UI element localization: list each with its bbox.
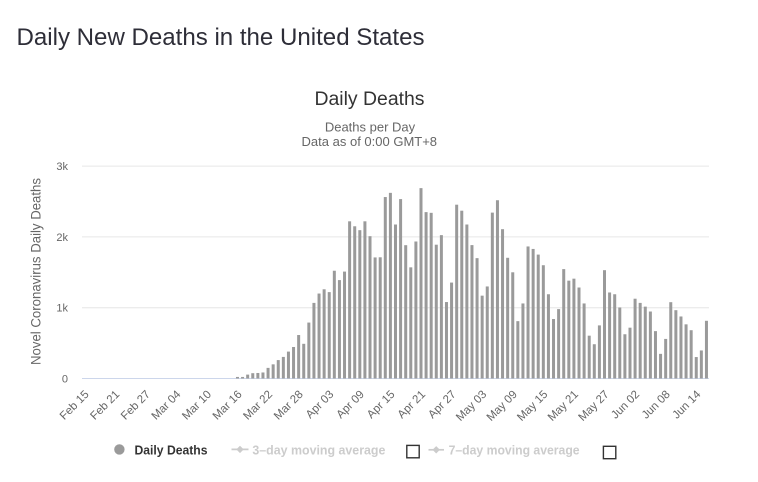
svg-text:Apr 15: Apr 15	[365, 389, 397, 421]
svg-text:7–day moving average: 7–day moving average	[449, 444, 580, 458]
svg-text:Feb 21: Feb 21	[88, 389, 122, 423]
svg-text:Mar 22: Mar 22	[241, 389, 275, 423]
svg-text:Jun 08: Jun 08	[640, 389, 673, 422]
svg-text:Mar 04: Mar 04	[150, 388, 184, 422]
svg-text:Daily Deaths: Daily Deaths	[135, 444, 208, 458]
svg-text:May 09: May 09	[485, 389, 520, 424]
svg-text:1k: 1k	[56, 303, 68, 315]
svg-text:Feb 27: Feb 27	[119, 389, 153, 423]
svg-text:Apr 09: Apr 09	[334, 389, 366, 421]
svg-text:May 03: May 03	[454, 389, 489, 424]
svg-text:Data as of 0:00 GMT+8: Data as of 0:00 GMT+8	[302, 134, 437, 149]
svg-text:Apr 03: Apr 03	[304, 389, 336, 421]
svg-text:Jun 14: Jun 14	[670, 388, 703, 421]
svg-text:May 15: May 15	[515, 389, 550, 424]
svg-text:Daily Deaths: Daily Deaths	[315, 89, 425, 110]
svg-text:Deaths per Day: Deaths per Day	[325, 120, 416, 135]
svg-text:Feb 15: Feb 15	[58, 389, 92, 423]
svg-text:3k: 3k	[56, 161, 68, 173]
svg-text:2k: 2k	[56, 232, 68, 244]
svg-text:May 27: May 27	[576, 389, 611, 424]
svg-text:Apr 21: Apr 21	[396, 389, 428, 421]
svg-text:Mar 16: Mar 16	[211, 389, 245, 423]
svg-text:Novel Coronavirus Daily Deaths: Novel Coronavirus Daily Deaths	[29, 178, 44, 365]
svg-text:Daily New Deaths in the United: Daily New Deaths in the United States	[17, 24, 425, 51]
svg-text:Mar 28: Mar 28	[272, 389, 306, 423]
svg-text:Mar 10: Mar 10	[180, 389, 214, 423]
svg-text:May 21: May 21	[546, 389, 581, 424]
svg-text:3–day moving average: 3–day moving average	[252, 444, 385, 458]
svg-text:Jun 02: Jun 02	[609, 389, 642, 422]
svg-text:0: 0	[62, 374, 68, 386]
